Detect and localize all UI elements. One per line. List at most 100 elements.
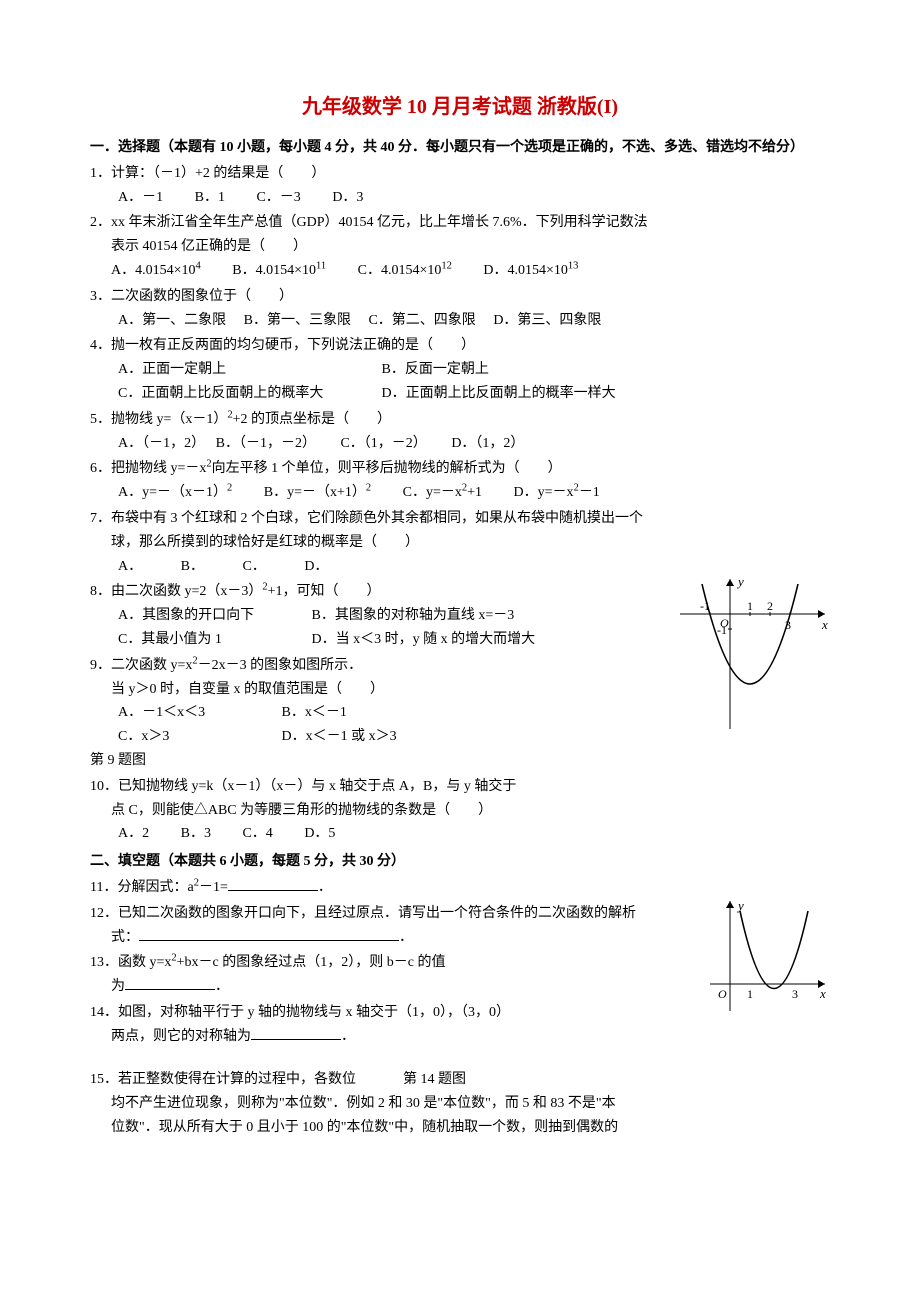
q12-line1: 12．已知二次函数的图象开口向下，且经过原点．请写出一个符合条件的二次函数的解析: [90, 902, 830, 926]
q2-d: D．4.0154×1013: [483, 263, 578, 278]
q3-stem: 3．二次函数的图象位于（ ）: [90, 285, 830, 309]
q8-b: B．其图象的对称轴为直线 x=－3: [312, 608, 515, 623]
q9-row2: C．x＞3 D．x＜－1 或 x＞3: [90, 725, 830, 749]
q7-b: B．: [181, 559, 197, 574]
page-title: 九年级数学 10 月月考试题 浙教版(I): [90, 90, 830, 124]
q8-stem: 8．由二次函数 y=2（x－3）2+1，可知（ ）: [90, 580, 830, 604]
q10-b: B．3: [181, 826, 211, 841]
q1-c: C．－3: [256, 190, 300, 205]
q3-options: A．第一、二象限 B．第一、三象限 C．第二、四象限 D．第三、四象限: [90, 309, 830, 333]
q15-line1: 15．若正整数使得在计算的过程中，各数位 第 14 题图: [90, 1068, 830, 1092]
q15-line3: 位数"．现从所有大于 0 且小于 100 的"本位数"中，随机抽取一个数，则抽到…: [90, 1116, 830, 1140]
q1-b: B．1: [195, 190, 225, 205]
q9: 9．二次函数 y=x2－2x－3 的图象如图所示． 当 y＞0 时，自变量 x …: [90, 654, 830, 749]
q9-row1: A．－1＜x＜3 B．x＜－1: [90, 701, 830, 725]
q11-period: ．: [318, 880, 332, 895]
q3: 3．二次函数的图象位于（ ） A．第一、二象限 B．第一、三象限 C．第二、四象…: [90, 285, 830, 333]
q15-line2: 均不产生进位现象，则称为"本位数"．例如 2 和 30 是"本位数"，而 5 和…: [90, 1092, 830, 1116]
q6-a: A．y=－（x－1）2: [118, 485, 232, 500]
q4-c: C．正面朝上比反面朝上的概率大: [118, 382, 378, 406]
q8-d: D．当 x＜3 时，y 随 x 的增大而增大: [312, 632, 536, 647]
q4-a: A．正面一定朝上: [118, 358, 378, 382]
q1: 1．计算：（－1）+2 的结果是（ ） A．－1 B．1 C．－3 D．3: [90, 162, 830, 210]
q7-options: A． B． C． D．: [90, 555, 830, 579]
q14-period: ．: [341, 1029, 355, 1044]
q9-a: A．－1＜x＜3: [118, 701, 278, 725]
q2-c: C．4.0154×1012: [358, 263, 452, 278]
q5-options: A．（－1，2） B．（－1，－2） C．（1，－2） D．（1，2）: [90, 432, 830, 456]
q2: 2．xx 年末浙江省全年生产总值（GDP）40154 亿元，比上年增长 7.6%…: [90, 211, 830, 282]
q14-blank: [251, 1025, 341, 1040]
q8-row2: C．其最小值为 1 D．当 x＜3 时，y 随 x 的增大而增大: [90, 628, 830, 652]
q13-blank: [125, 975, 215, 990]
q10-stem1: 10．已知抛物线 y=k（x－1）（x－）与 x 轴交于点 A，B，与 y 轴交…: [90, 775, 830, 799]
q9-c: C．x＞3: [118, 725, 278, 749]
q3-d: D．第三、四象限: [493, 313, 601, 328]
q12-line2: 式：．: [90, 926, 830, 950]
q1-stem: 1．计算：（－1）+2 的结果是（ ）: [90, 162, 830, 186]
q8-c: C．其最小值为 1: [118, 628, 308, 652]
q4-d: D．正面朝上比反面朝上的概率一样大: [382, 386, 616, 401]
q4-b: B．反面一定朝上: [382, 362, 489, 377]
q13-line1: 13．函数 y=x2+bx－c 的图象经过点（1，2），则 b－c 的值: [90, 951, 830, 975]
q14-line1: 14．如图，对称轴平行于 y 轴的抛物线与 x 轴交于（1，0），（3，0）: [90, 1001, 830, 1025]
q7-stem2: 球，那么所摸到的球恰好是红球的概率是（ ）: [90, 531, 830, 555]
q7: 7．布袋中有 3 个红球和 2 个白球，它们除颜色外其余都相同，如果从布袋中随机…: [90, 507, 830, 578]
q3-c: C．第二、四象限: [368, 313, 475, 328]
q7-c: C．: [242, 559, 258, 574]
q7-a: A．: [118, 559, 135, 574]
q6-d: D．y=－x2－1: [514, 485, 600, 500]
q14-caption: 第 14 题图: [403, 1072, 466, 1087]
q6-stem: 6．把抛物线 y=－x2向左平移 1 个单位，则平移后抛物线的解析式为（ ）: [90, 457, 830, 481]
q11-blank: [228, 876, 318, 891]
q8-a: A．其图象的开口向下: [118, 604, 308, 628]
q6-b: B．y=－（x+1）2: [264, 485, 371, 500]
q2-options: A．4.0154×104 B．4.0154×1011 C．4.0154×1012…: [90, 259, 830, 283]
q2-stem2: 表示 40154 亿正确的是（ ）: [90, 235, 830, 259]
q9-stem: 9．二次函数 y=x2－2x－3 的图象如图所示．: [90, 654, 830, 678]
q2-b: B．4.0154×1011: [232, 263, 326, 278]
q4-stem: 4．抛一枚有正反两面的均匀硬币，下列说法正确的是（ ）: [90, 334, 830, 358]
section2-heading: 二、填空题（本题共 6 小题，每题 5 分，共 30 分）: [90, 850, 830, 874]
q4-row2: C．正面朝上比反面朝上的概率大 D．正面朝上比反面朝上的概率一样大: [90, 382, 830, 406]
section1-heading: 一．选择题（本题有 10 小题，每小题 4 分，共 40 分．每小题只有一个选项…: [90, 136, 830, 160]
q7-stem1: 7．布袋中有 3 个红球和 2 个白球，它们除颜色外其余都相同，如果从布袋中随机…: [90, 507, 830, 531]
q15: 15．若正整数使得在计算的过程中，各数位 第 14 题图 均不产生进位现象，则称…: [90, 1068, 830, 1139]
q14-line2: 两点，则它的对称轴为．: [90, 1025, 830, 1049]
q8-row1: A．其图象的开口向下 B．其图象的对称轴为直线 x=－3: [90, 604, 830, 628]
q6-c: C．y=－x2+1: [403, 485, 482, 500]
q10-d: D．5: [304, 826, 335, 841]
q6-options: A．y=－（x－1）2 B．y=－（x+1）2 C．y=－x2+1 D．y=－x…: [90, 481, 830, 505]
q1-a: A．－1: [118, 190, 163, 205]
q12-blank: [139, 926, 399, 941]
q5-c: C．（1，－2）: [340, 436, 419, 451]
q13-line2: 为．: [90, 975, 830, 999]
q9-line2: 当 y＞0 时，自变量 x 的取值范围是（ ）: [90, 678, 830, 702]
q10-c: C．4: [242, 826, 272, 841]
q9-caption: 第 9 题图: [90, 749, 830, 773]
q10-stem2: 点 C，则能使△ABC 为等腰三角形的抛物线的条数是（ ）: [90, 799, 830, 823]
q5-d: D．（1，2）: [451, 436, 524, 451]
q5-stem: 5．抛物线 y=（x－1）2+2 的顶点坐标是（ ）: [90, 408, 830, 432]
q12: 12．已知二次函数的图象开口向下，且经过原点．请写出一个符合条件的二次函数的解析…: [90, 902, 830, 950]
q5: 5．抛物线 y=（x－1）2+2 的顶点坐标是（ ） A．（－1，2） B．（－…: [90, 408, 830, 456]
q8: 8．由二次函数 y=2（x－3）2+1，可知（ ） A．其图象的开口向下 B．其…: [90, 580, 830, 651]
q10-options: A．2 B．3 C．4 D．5: [90, 822, 830, 846]
q7-d: D．: [304, 559, 328, 574]
q5-a: A．（－1，2）: [118, 436, 198, 451]
q14: 14．如图，对称轴平行于 y 轴的抛物线与 x 轴交于（1，0），（3，0） 两…: [90, 1001, 830, 1049]
q9-d: D．x＜－1 或 x＞3: [282, 729, 397, 744]
q2-a: A．4.0154×104: [111, 263, 201, 278]
q1-options: A．－1 B．1 C．－3 D．3: [90, 186, 830, 210]
q13-period: ．: [215, 979, 229, 994]
q10: 10．已知抛物线 y=k（x－1）（x－）与 x 轴交于点 A，B，与 y 轴交…: [90, 775, 830, 846]
q10-a: A．2: [118, 826, 149, 841]
q1-d: D．3: [332, 190, 363, 205]
q6: 6．把抛物线 y=－x2向左平移 1 个单位，则平移后抛物线的解析式为（ ） A…: [90, 457, 830, 505]
q11: 11．分解因式：a2－1=．: [90, 876, 830, 900]
q9-b: B．x＜－1: [282, 705, 347, 720]
q4-row1: A．正面一定朝上 B．反面一定朝上: [90, 358, 830, 382]
q3-a: A．第一、二象限: [118, 313, 226, 328]
q5-b: B．（－1，－2）: [216, 436, 309, 451]
q2-stem1: 2．xx 年末浙江省全年生产总值（GDP）40154 亿元，比上年增长 7.6%…: [90, 211, 830, 235]
